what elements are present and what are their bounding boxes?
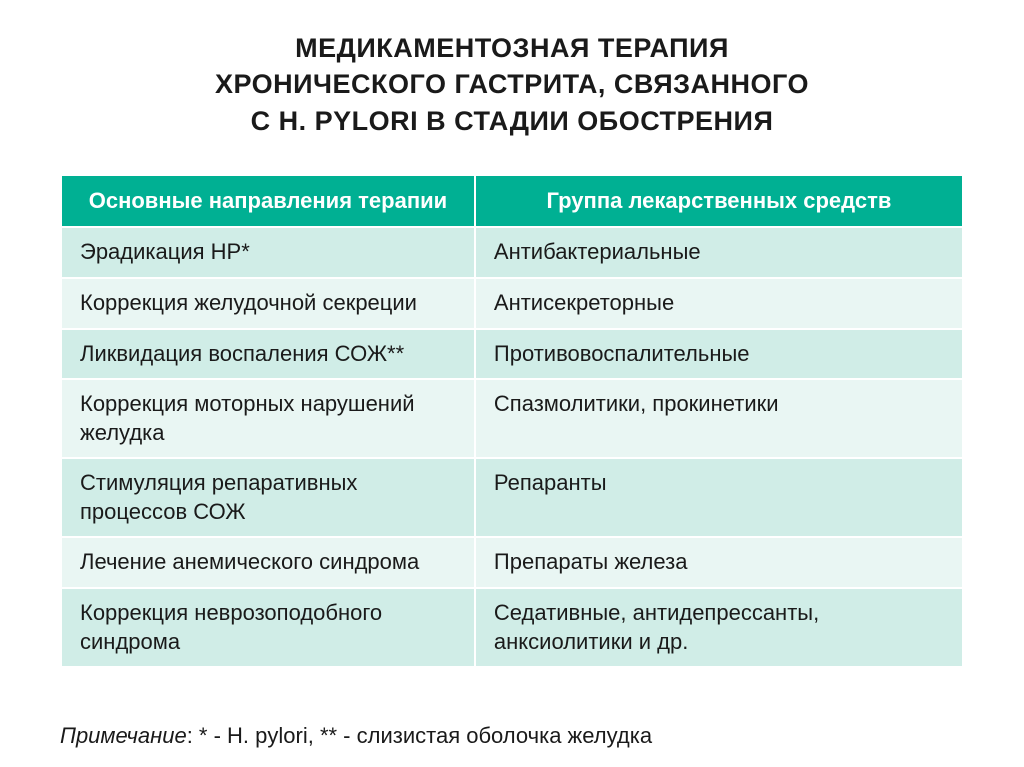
footnote: Примечание: * - H. pylori, ** - слизиста…: [60, 723, 964, 749]
cell-direction: Коррекция моторных нарушений желудка: [61, 379, 475, 458]
cell-drugs: Седативные, антидепрессанты, анксиолитик…: [475, 588, 963, 667]
title-line-3: С H. PYLORI В СТАДИИ ОБОСТРЕНИЯ: [251, 106, 774, 136]
cell-direction: Лечение анемического синдрома: [61, 537, 475, 588]
cell-drugs: Спазмолитики, прокинетики: [475, 379, 963, 458]
title-line-2: ХРОНИЧЕСКОГО ГАСТРИТА, СВЯЗАННОГО: [215, 69, 809, 99]
footnote-text: : * - H. pylori, ** - слизистая оболочка…: [187, 723, 652, 748]
table-row: Коррекция неврозоподобного синдрома Седа…: [61, 588, 963, 667]
cell-drugs: Антибактериальные: [475, 227, 963, 278]
table-row: Коррекция моторных нарушений желудка Спа…: [61, 379, 963, 458]
table-row: Лечение анемического синдрома Препараты …: [61, 537, 963, 588]
cell-drugs: Репаранты: [475, 458, 963, 537]
title-line-1: МЕДИКАМЕНТОЗНАЯ ТЕРАПИЯ: [295, 33, 729, 63]
cell-drugs: Антисекреторные: [475, 278, 963, 329]
table-row: Эрадикация НР* Антибактериальные: [61, 227, 963, 278]
cell-direction: Стимуляция репаративных процессов СОЖ: [61, 458, 475, 537]
cell-direction: Ликвидация воспаления СОЖ**: [61, 329, 475, 380]
footnote-label: Примечание: [60, 723, 187, 748]
cell-direction: Эрадикация НР*: [61, 227, 475, 278]
therapy-table: Основные направления терапии Группа лека…: [60, 174, 964, 668]
cell-drugs: Противовоспалительные: [475, 329, 963, 380]
table-row: Ликвидация воспаления СОЖ** Противовоспа…: [61, 329, 963, 380]
cell-direction: Коррекция неврозоподобного синдрома: [61, 588, 475, 667]
table-row: Стимуляция репаративных процессов СОЖ Ре…: [61, 458, 963, 537]
cell-drugs: Препараты железа: [475, 537, 963, 588]
table-header-drugs: Группа лекарственных средств: [475, 175, 963, 227]
table-header-direction: Основные направления терапии: [61, 175, 475, 227]
table-row: Коррекция желудочной секреции Антисекрет…: [61, 278, 963, 329]
slide-title: МЕДИКАМЕНТОЗНАЯ ТЕРАПИЯ ХРОНИЧЕСКОГО ГАС…: [60, 30, 964, 139]
cell-direction: Коррекция желудочной секреции: [61, 278, 475, 329]
